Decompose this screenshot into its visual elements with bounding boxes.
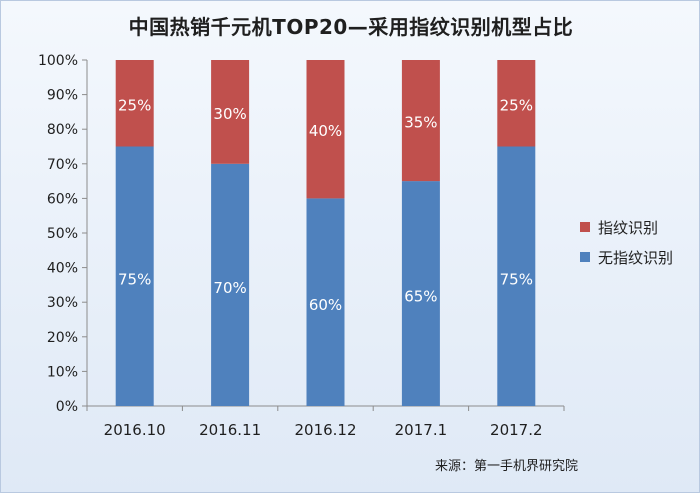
bar-no-fingerprint: [115, 146, 154, 406]
y-tick-label: 90%: [47, 88, 78, 104]
y-tick-label: 40%: [47, 261, 78, 277]
chart-title: 中国热销千元机TOP20—采用指纹识别机型占比: [128, 15, 574, 39]
y-tick-label: 50%: [47, 226, 78, 242]
legend-swatch-no-fingerprint: [580, 252, 590, 262]
y-tick-label: 30%: [47, 295, 78, 311]
legend-label-no-fingerprint: 无指纹识别: [598, 248, 674, 267]
bar-fingerprint: [401, 60, 440, 182]
bar-no-fingerprint: [211, 163, 250, 406]
legend-item-no-fingerprint: 无指纹识别: [580, 245, 673, 269]
legend-swatch-fingerprint: [580, 222, 590, 232]
y-tick-label: 60%: [47, 191, 78, 207]
x-tick-label: 2017.2: [490, 421, 543, 439]
y-tick-label: 70%: [47, 157, 78, 173]
x-tick-label: 2017.1: [395, 421, 448, 439]
data-label: 75%: [500, 270, 533, 288]
x-tick-label: 2016.12: [294, 421, 356, 439]
bar-fingerprint: [306, 60, 345, 199]
data-label: 30%: [213, 105, 246, 123]
bar-no-fingerprint: [306, 198, 345, 406]
legend: 指纹识别 无指纹识别: [580, 215, 673, 275]
data-label: 25%: [118, 96, 151, 114]
data-label: 65%: [404, 288, 437, 306]
y-tick-label: 100%: [38, 53, 78, 69]
bar-no-fingerprint: [497, 146, 536, 406]
x-tick-label: 2016.10: [104, 421, 166, 439]
y-tick-label: 10%: [47, 364, 78, 380]
bar-fingerprint: [211, 60, 250, 164]
data-label: 60%: [309, 296, 342, 314]
data-label: 75%: [118, 270, 151, 288]
source-note: 来源：第一手机界研究院: [435, 459, 579, 474]
y-tick-label: 20%: [47, 330, 78, 346]
data-label: 40%: [309, 122, 342, 140]
bar-fingerprint: [115, 60, 154, 147]
y-tick-label: 80%: [47, 122, 78, 138]
data-label: 35%: [404, 114, 437, 132]
bar-no-fingerprint: [401, 181, 440, 406]
y-tick-label: 0%: [56, 399, 78, 415]
data-label: 25%: [500, 96, 533, 114]
data-label: 70%: [213, 279, 246, 297]
legend-label-fingerprint: 指纹识别: [598, 218, 659, 237]
legend-item-fingerprint: 指纹识别: [580, 215, 673, 239]
x-tick-label: 2016.11: [199, 421, 261, 439]
bar-fingerprint: [497, 60, 536, 147]
